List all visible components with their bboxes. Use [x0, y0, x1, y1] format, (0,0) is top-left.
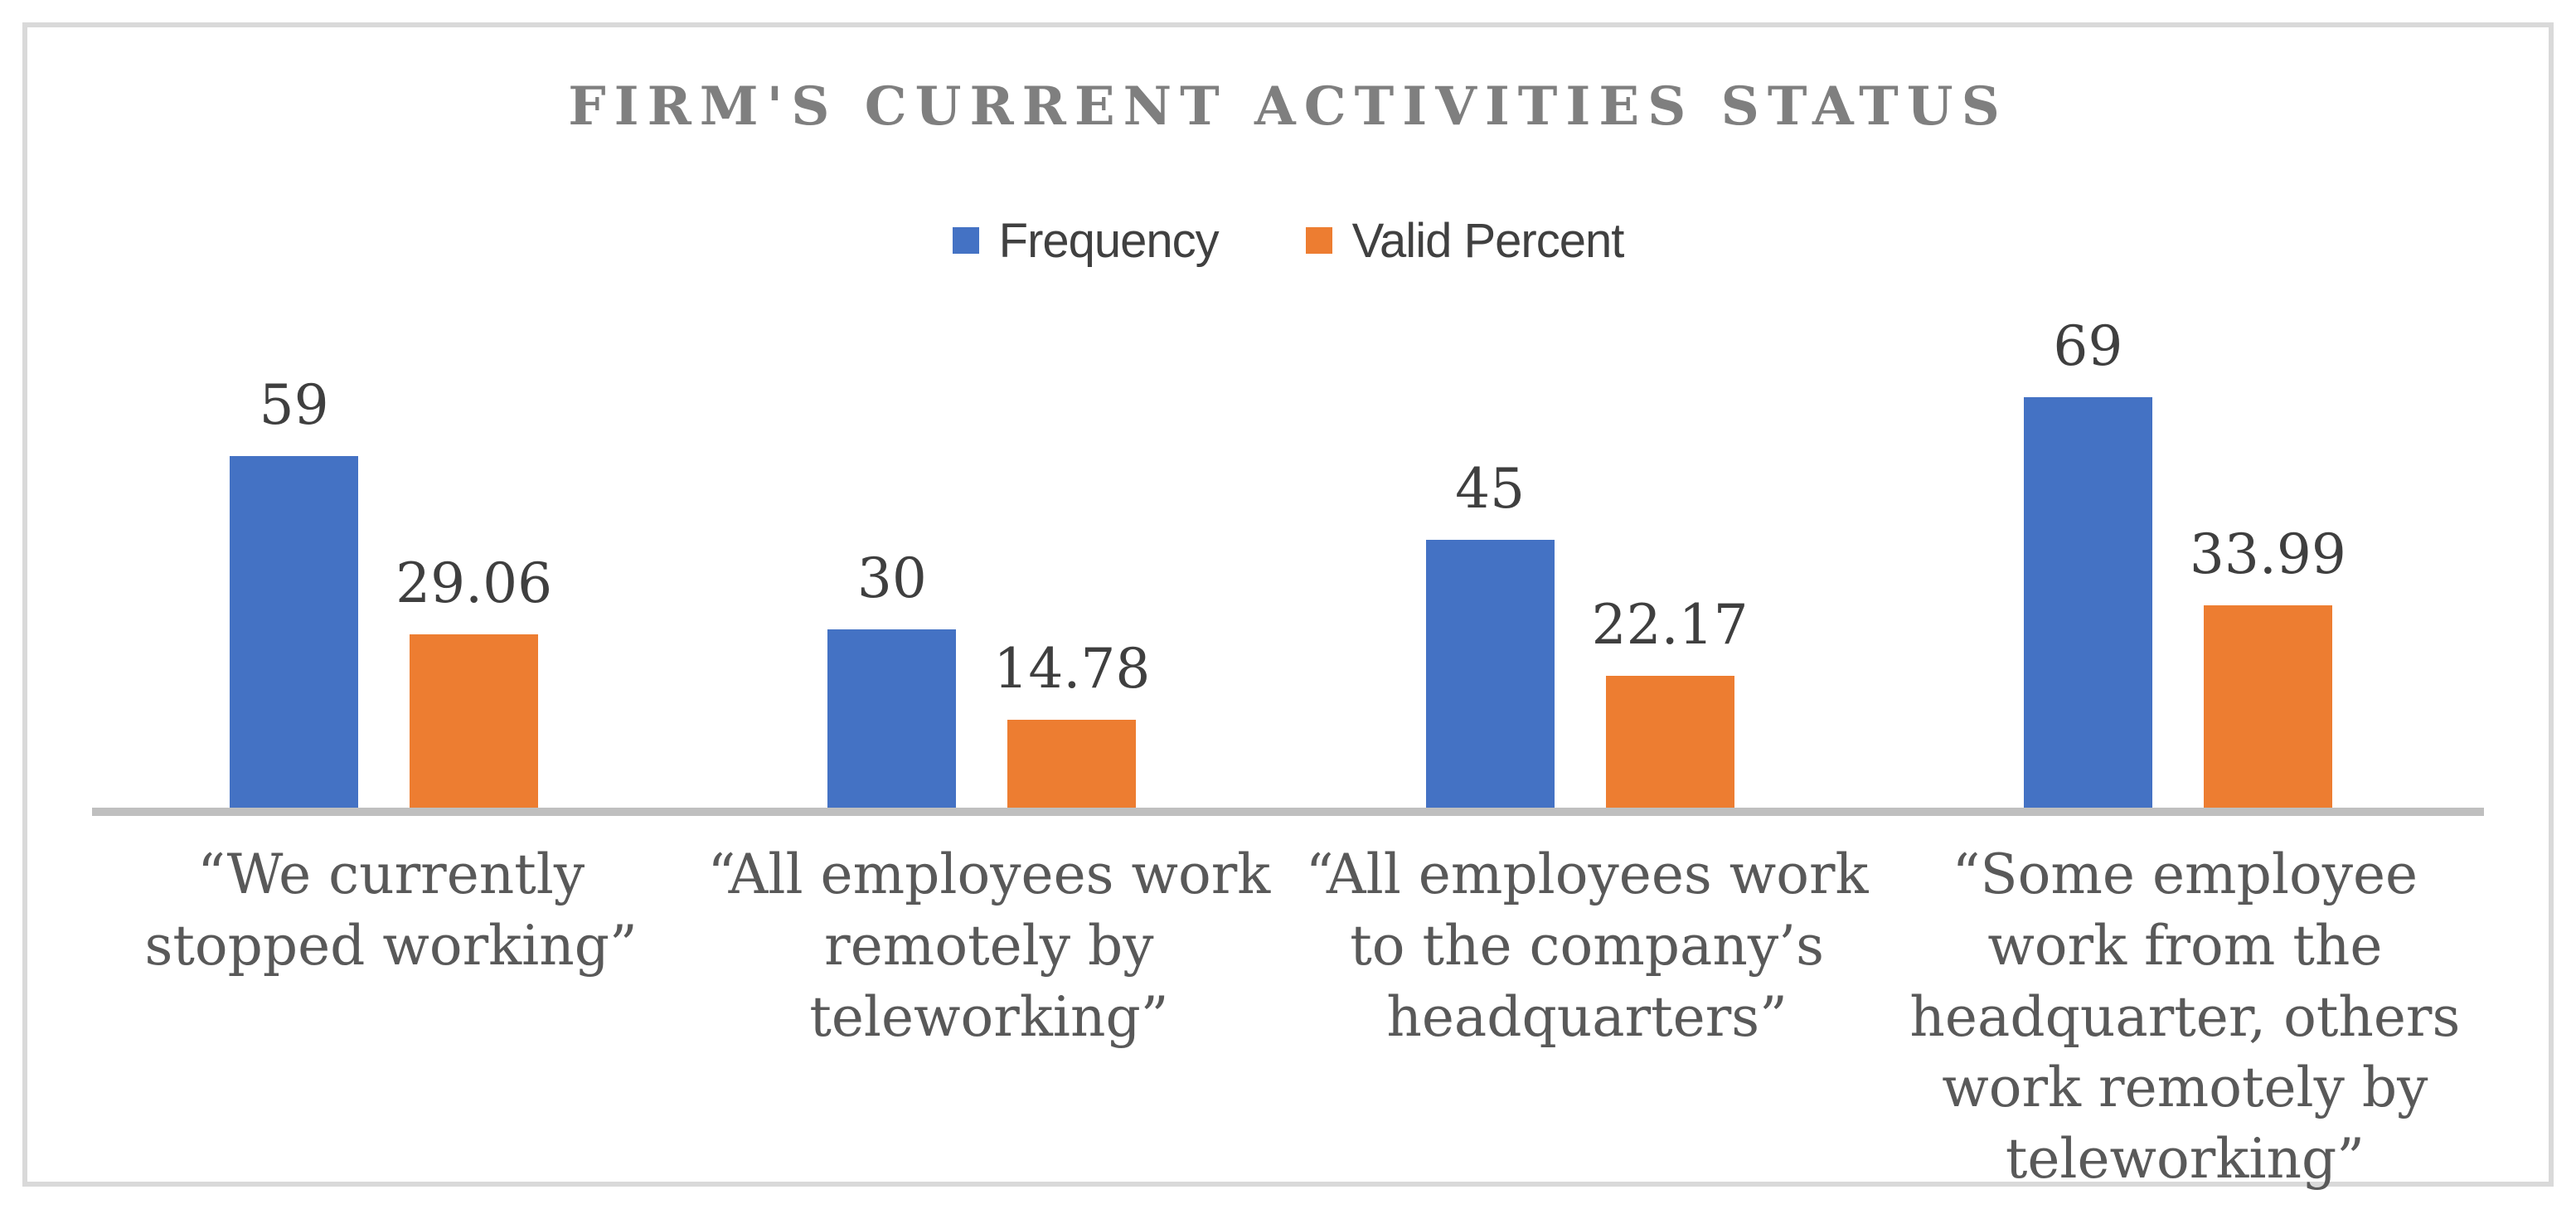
category-label-text: “All employees work remotely by telework…: [707, 842, 1271, 1049]
category-label-text: “We currently stopped working”: [144, 842, 638, 978]
legend-item-valid-percent: Valid Percent: [1305, 213, 1625, 269]
x-axis-line: [92, 808, 2484, 816]
data-label: 45: [1455, 457, 1526, 521]
data-label: 22.17: [1591, 593, 1749, 657]
bar-column-valid-percent: 29.06: [395, 556, 552, 808]
legend: Frequency Valid Percent: [27, 211, 2549, 269]
bar-frequency: [1425, 540, 1555, 808]
category-label: “All employees work remotely by telework…: [690, 839, 1288, 1052]
legend-label: Frequency: [998, 213, 1220, 268]
bar-group: 59 29.06: [92, 343, 690, 808]
bar-column-valid-percent: 14.78: [993, 642, 1150, 808]
bar-frequency: [2023, 397, 2152, 808]
category-label-text: “All employees work to the company’s hea…: [1305, 842, 1869, 1049]
legend-label: Valid Percent: [1351, 213, 1625, 268]
data-label: 14.78: [993, 637, 1151, 701]
plot-area: 59 29.06 30 14.78 45 22.17 69 33.99: [92, 319, 2484, 808]
bar-frequency: [827, 629, 957, 808]
bar-group: 69 33.99: [1886, 319, 2484, 808]
data-label: 59: [259, 373, 329, 437]
data-label: 30: [856, 546, 927, 610]
data-label: 33.99: [2189, 522, 2346, 586]
chart-frame: FIRM'S CURRENT ACTIVITIES STATUS Frequen…: [22, 22, 2554, 1191]
bar-column-frequency: 30: [827, 546, 957, 808]
bar-column-frequency: 45: [1425, 457, 1555, 808]
bar-group: 30 14.78: [690, 343, 1288, 808]
legend-swatch-icon: [1305, 227, 1332, 254]
bar-frequency: [230, 456, 359, 808]
legend-item-frequency: Frequency: [952, 213, 1220, 269]
category-label: “We currently stopped working”: [92, 839, 690, 982]
category-label-text: “Some employee work from the headquarter…: [1909, 842, 2461, 1192]
bar-group: 45 22.17: [1288, 343, 1886, 808]
category-label: “Some employee work from the headquarter…: [1886, 839, 2484, 1195]
bar-valid-percent: [1605, 676, 1734, 808]
bar-column-valid-percent: 22.17: [1592, 598, 1749, 808]
bar-column-frequency: 59: [230, 373, 359, 808]
data-label: 69: [2053, 314, 2123, 378]
bar-valid-percent: [410, 634, 539, 808]
bar-column-frequency: 69: [2023, 314, 2152, 808]
category-label: “All employees work to the company’s hea…: [1288, 839, 1886, 1052]
data-label: 29.06: [395, 551, 553, 615]
bar-column-valid-percent: 33.99: [2190, 527, 2346, 808]
legend-swatch-icon: [952, 227, 979, 254]
category-labels: “We currently stopped working” “All emplo…: [92, 839, 2484, 1195]
bar-valid-percent: [2203, 605, 2332, 808]
bar-valid-percent: [1007, 720, 1137, 808]
chart-title: FIRM'S CURRENT ACTIVITIES STATUS: [568, 75, 2008, 138]
